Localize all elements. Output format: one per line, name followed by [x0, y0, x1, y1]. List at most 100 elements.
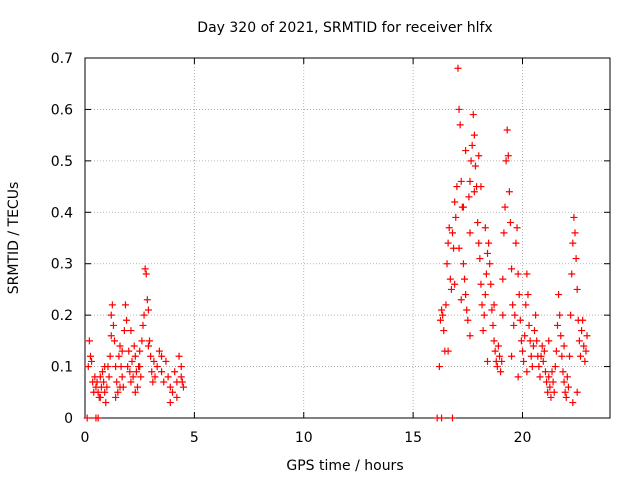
data-point — [545, 373, 553, 381]
data-point — [128, 357, 136, 365]
data-point — [561, 388, 569, 396]
data-point — [153, 363, 161, 371]
data-point — [467, 157, 475, 165]
y-tick-label: 0.1 — [51, 360, 73, 376]
data-point — [572, 255, 580, 263]
data-point — [158, 368, 166, 376]
data-point — [457, 296, 465, 304]
data-point — [132, 368, 140, 376]
data-point — [113, 378, 121, 386]
data-point — [466, 177, 474, 185]
data-point — [451, 198, 459, 206]
data-point — [532, 311, 540, 319]
data-point — [490, 301, 498, 309]
data-point — [556, 311, 564, 319]
data-point — [85, 337, 93, 345]
data-point — [488, 306, 496, 314]
data-point — [508, 352, 516, 360]
data-point — [547, 393, 555, 401]
data-point — [179, 383, 187, 391]
data-point — [548, 368, 556, 376]
data-point — [551, 363, 559, 371]
data-point — [555, 291, 563, 299]
data-point — [148, 368, 156, 376]
data-point — [117, 363, 125, 371]
data-point — [465, 193, 473, 201]
data-point — [116, 342, 124, 350]
data-point — [101, 363, 109, 371]
data-point — [440, 327, 448, 335]
data-point — [487, 280, 495, 288]
data-point — [471, 162, 479, 170]
data-point — [158, 352, 166, 360]
data-point — [443, 260, 451, 268]
data-point — [160, 378, 168, 386]
data-point — [480, 311, 488, 319]
data-point — [481, 224, 489, 232]
data-point — [455, 105, 463, 113]
data-point — [570, 213, 578, 221]
x-tick-label: 15 — [404, 430, 422, 446]
data-point — [142, 270, 150, 278]
data-point — [535, 363, 543, 371]
data-point — [559, 368, 567, 376]
data-point — [453, 183, 461, 191]
data-point — [566, 352, 574, 360]
data-point — [111, 337, 119, 345]
data-point — [524, 291, 532, 299]
data-point — [141, 265, 149, 273]
data-point — [554, 321, 561, 329]
data-point — [499, 311, 507, 319]
data-point — [519, 347, 526, 355]
data-point — [99, 368, 106, 376]
data-point — [477, 280, 485, 288]
data-point — [96, 373, 104, 381]
data-point — [455, 244, 463, 252]
data-point — [166, 399, 174, 407]
data-point — [478, 301, 486, 309]
data-point — [494, 342, 502, 350]
data-point — [550, 388, 558, 396]
data-point — [536, 373, 544, 381]
data-point — [479, 327, 487, 335]
data-point — [484, 357, 491, 365]
data-point — [476, 255, 484, 263]
x-tick-label: 20 — [514, 430, 532, 446]
data-point — [164, 373, 172, 381]
y-axis-label: SRMTID / TECUs — [6, 182, 22, 295]
data-point — [147, 352, 155, 360]
data-point — [549, 378, 557, 386]
data-point — [512, 239, 520, 247]
data-point — [573, 388, 581, 396]
data-point — [107, 332, 115, 340]
data-point — [493, 363, 501, 371]
data-point — [538, 342, 546, 350]
data-point — [105, 373, 113, 381]
data-point — [576, 352, 584, 360]
data-point — [470, 188, 478, 196]
data-point — [568, 270, 576, 278]
data-point — [126, 368, 134, 376]
data-point — [444, 347, 452, 355]
data-point — [118, 373, 126, 381]
data-point — [457, 177, 465, 185]
data-point — [521, 332, 529, 340]
data-point — [120, 327, 128, 335]
data-point — [500, 229, 508, 237]
data-point — [563, 373, 571, 381]
data-point — [149, 378, 157, 386]
data-point — [505, 188, 513, 196]
data-point — [481, 291, 489, 299]
y-tick-label: 0.7 — [51, 51, 73, 67]
data-point — [490, 337, 498, 345]
data-point — [527, 352, 535, 360]
x-tick-label: 10 — [295, 430, 313, 446]
data-point — [439, 311, 447, 319]
chart-title: Day 320 of 2021, SRMTID for receiver hlf… — [197, 20, 492, 36]
data-point — [138, 337, 146, 345]
data-point — [508, 265, 516, 273]
data-point — [114, 388, 122, 396]
data-point — [118, 347, 126, 355]
data-point — [580, 342, 588, 350]
